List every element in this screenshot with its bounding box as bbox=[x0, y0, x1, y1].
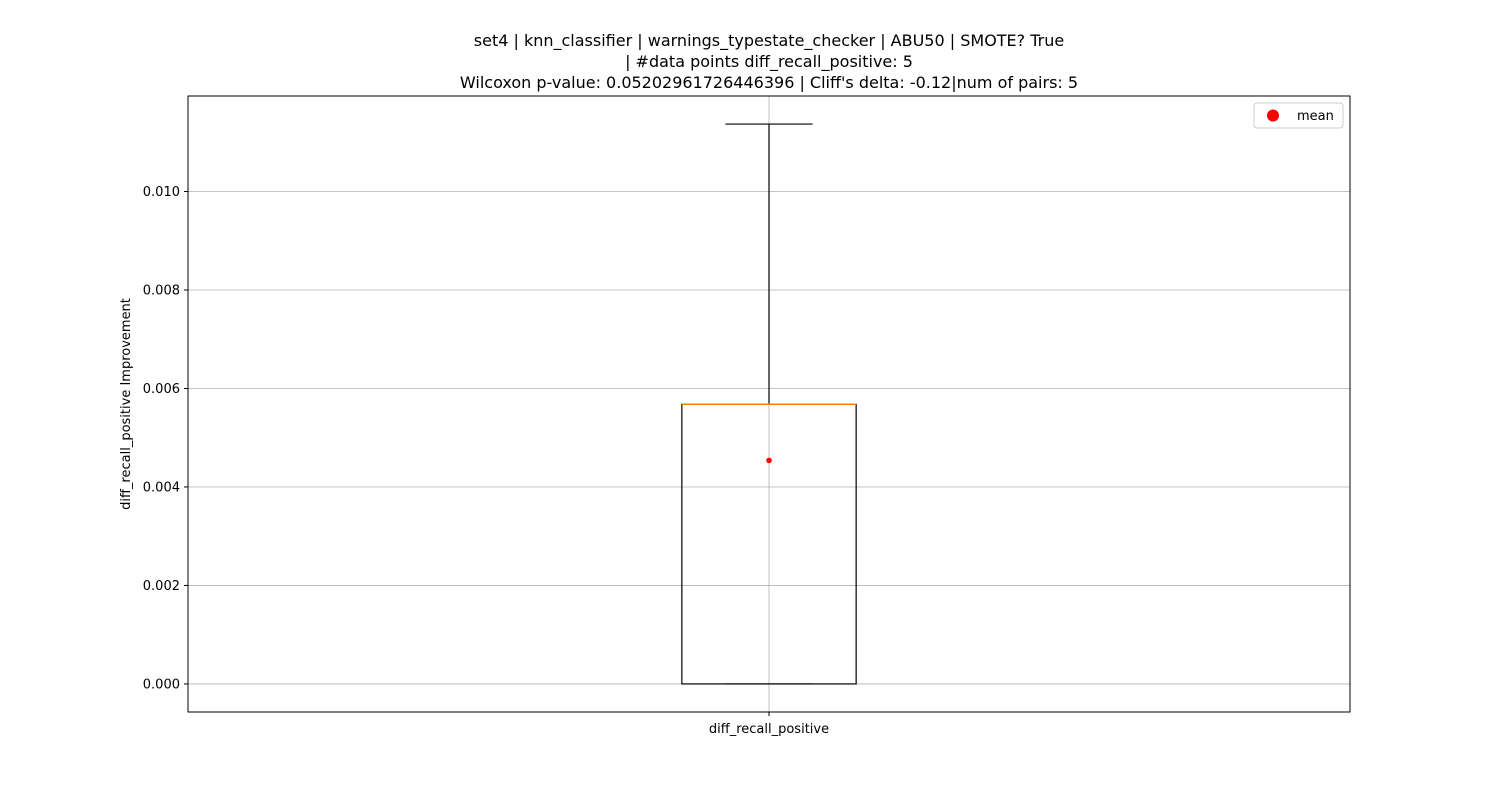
y-axis-ticks: 0.000 0.002 0.004 0.006 0.008 0.010 bbox=[143, 185, 188, 692]
y-tick-label: 0.002 bbox=[143, 579, 180, 594]
x-tick-label: diff_recall_positive bbox=[709, 722, 829, 737]
chart-title: set4 | knn_classifier | warnings_typesta… bbox=[460, 31, 1078, 92]
y-tick-label: 0.000 bbox=[143, 677, 180, 692]
y-tick-label: 0.010 bbox=[143, 185, 180, 200]
y-tick-label: 0.006 bbox=[143, 382, 180, 397]
title-line-2: | #data points diff_recall_positive: 5 bbox=[625, 52, 913, 72]
y-tick-label: 0.008 bbox=[143, 284, 180, 299]
box-layer bbox=[681, 123, 857, 685]
box-diff_recall_positive bbox=[681, 123, 857, 685]
legend-mean-marker bbox=[1267, 109, 1279, 122]
title-line-3: Wilcoxon p-value: 0.05202961726446396 | … bbox=[460, 73, 1078, 92]
y-tick-label: 0.004 bbox=[143, 480, 180, 495]
title-line-1: set4 | knn_classifier | warnings_typesta… bbox=[474, 31, 1064, 51]
legend-box bbox=[1253, 102, 1344, 129]
y-axis-label: diff_recall_positive Improvement bbox=[119, 298, 134, 510]
legend: mean bbox=[1253, 102, 1344, 129]
mean-marker bbox=[766, 457, 772, 464]
legend-mean-label: mean bbox=[1297, 109, 1334, 124]
x-axis-ticks: diff_recall_positive bbox=[709, 712, 829, 737]
